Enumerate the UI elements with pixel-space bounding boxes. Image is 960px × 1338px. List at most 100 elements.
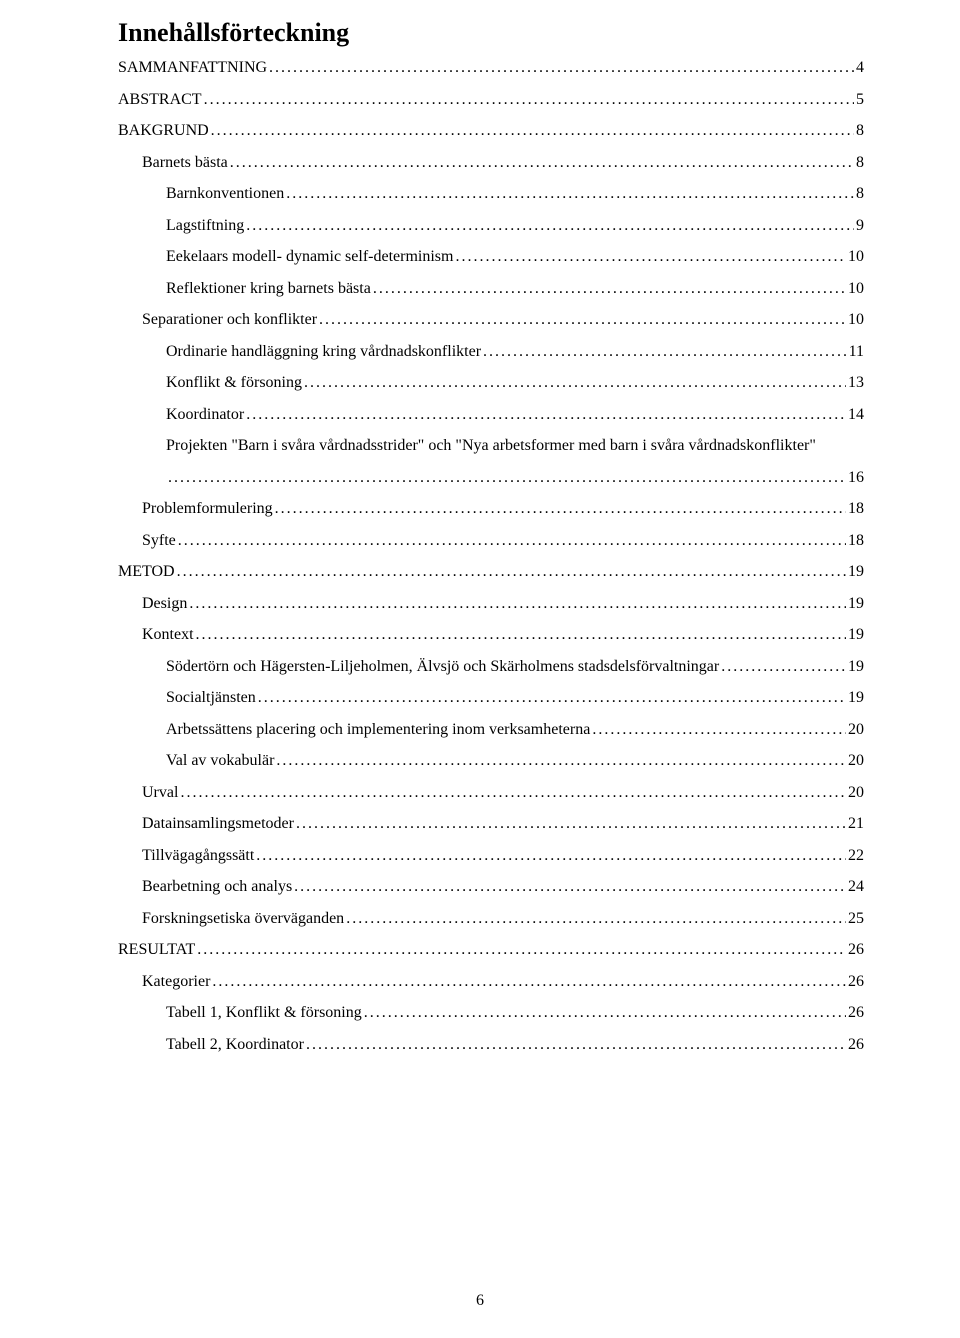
- toc-entry: Koordinator14: [118, 407, 864, 423]
- toc-label: Tabell 1, Konflikt & försoning: [166, 1005, 362, 1021]
- toc-leader-dots: [721, 659, 846, 675]
- toc-page: 5: [856, 92, 864, 108]
- toc-list: SAMMANFATTNING4ABSTRACT5BAKGRUND8Barnets…: [118, 60, 864, 1053]
- toc-leader-dots: [364, 1005, 846, 1021]
- toc-page: 10: [848, 312, 864, 328]
- toc-label: Datainsamlingsmetoder: [142, 816, 294, 832]
- toc-leader-dots: [304, 375, 846, 391]
- toc-entry: Tillvägagångssätt 22: [118, 848, 864, 864]
- toc-leader-dots: [246, 407, 846, 423]
- toc-entry: Konflikt & försoning 13: [118, 375, 864, 391]
- toc-page: 19: [848, 564, 864, 580]
- toc-label: SAMMANFATTNING: [118, 60, 267, 76]
- toc-entry: Projekten "Barn i svåra vårdnadsstrider"…: [118, 438, 864, 486]
- toc-label: Tabell 2, Koordinator: [166, 1037, 304, 1053]
- toc-leader-dots: [306, 1037, 846, 1053]
- toc-leader-dots: [212, 974, 846, 990]
- toc-label: Projekten "Barn i svåra vårdnadsstrider"…: [166, 437, 816, 454]
- toc-page: 22: [848, 848, 864, 864]
- toc-entry: Urval 20: [118, 785, 864, 801]
- toc-page: 9: [856, 218, 864, 234]
- toc-leader-dots: [296, 816, 846, 832]
- toc-leader-dots: [269, 60, 854, 76]
- toc-label: Forskningsetiska överväganden: [142, 911, 344, 927]
- toc-label: Lagstiftning: [166, 218, 244, 234]
- toc-page: 25: [848, 911, 864, 927]
- toc-leader-dots: [455, 249, 846, 265]
- toc-page: 20: [848, 785, 864, 801]
- toc-entry: Lagstiftning 9: [118, 218, 864, 234]
- toc-label: Barnkonventionen: [166, 186, 284, 202]
- toc-leader-dots: [276, 753, 846, 769]
- toc-leader-dots: [246, 218, 854, 234]
- toc-label: Södertörn och Hägersten-Liljeholmen, Älv…: [166, 659, 719, 675]
- toc-label: RESULTAT: [118, 942, 195, 958]
- toc-label: Kategorier: [142, 974, 210, 990]
- toc-entry: Design19: [118, 596, 864, 612]
- toc-leader-dots: [256, 848, 846, 864]
- toc-page: 26: [848, 974, 864, 990]
- toc-leader-dots: [483, 344, 847, 360]
- toc-page: 19: [848, 627, 864, 643]
- toc-leader-dots: [180, 785, 846, 801]
- toc-leader-dots: [204, 92, 854, 108]
- toc-leader-dots: [258, 690, 846, 706]
- toc-entry: Tabell 1, Konflikt & försoning26: [118, 1005, 864, 1021]
- toc-leader-dots: [177, 564, 846, 580]
- toc-entry: BAKGRUND 8: [118, 123, 864, 139]
- toc-entry: Socialtjänsten19: [118, 690, 864, 706]
- toc-label: Bearbetning och analys: [142, 879, 292, 895]
- toc-label: Konflikt & försoning: [166, 375, 302, 391]
- toc-label: Eekelaars modell- dynamic self-determini…: [166, 249, 453, 265]
- toc-page: 10: [848, 281, 864, 297]
- toc-page: 14: [848, 407, 864, 423]
- toc-entry: Datainsamlingsmetoder 21: [118, 816, 864, 832]
- toc-page: 8: [856, 186, 864, 202]
- toc-page: 8: [856, 155, 864, 171]
- toc-leader-dots: [373, 281, 846, 297]
- toc-leader-dots: [189, 596, 846, 612]
- toc-page: 20: [848, 753, 864, 769]
- toc-page: 19: [848, 596, 864, 612]
- toc-page: 26: [848, 942, 864, 958]
- toc-label: Tillvägagångssätt: [142, 848, 254, 864]
- toc-page: 21: [848, 816, 864, 832]
- toc-label: Arbetssättens placering och implementeri…: [166, 722, 590, 738]
- toc-leader-dots: [197, 942, 846, 958]
- toc-label: Syfte: [142, 533, 176, 549]
- toc-entry: Problemformulering18: [118, 501, 864, 517]
- toc-page: 19: [848, 690, 864, 706]
- toc-page: 13: [848, 375, 864, 391]
- toc-leader-dots: [319, 312, 846, 328]
- toc-leader-dots: [275, 501, 846, 517]
- toc-label: Separationer och konflikter: [142, 312, 317, 328]
- toc-label: Barnets bästa: [142, 155, 228, 171]
- toc-leader-dots: [178, 533, 846, 549]
- toc-leader-dots: [286, 186, 854, 202]
- toc-leader-dots: [211, 123, 854, 139]
- toc-entry: Syfte 18: [118, 533, 864, 549]
- toc-leader-dots: [168, 470, 846, 486]
- toc-leader-dots: [230, 155, 854, 171]
- toc-page: 16: [848, 470, 864, 486]
- toc-label: Kontext: [142, 627, 194, 643]
- toc-page: 8: [856, 123, 864, 139]
- toc-entry: Eekelaars modell- dynamic self-determini…: [118, 249, 864, 265]
- toc-entry: Södertörn och Hägersten-Liljeholmen, Älv…: [118, 659, 864, 675]
- toc-page: 4: [856, 60, 864, 76]
- toc-entry: Kontext 19: [118, 627, 864, 643]
- toc-title: Innehållsförteckning: [118, 18, 864, 48]
- toc-label: Urval: [142, 785, 178, 801]
- toc-entry: Arbetssättens placering och implementeri…: [118, 722, 864, 738]
- toc-entry: Ordinarie handläggning kring vårdnadskon…: [118, 344, 864, 360]
- toc-label: METOD: [118, 564, 175, 580]
- toc-entry: Val av vokabulär20: [118, 753, 864, 769]
- toc-page: 18: [848, 533, 864, 549]
- toc-page: 24: [848, 879, 864, 895]
- toc-entry: Separationer och konflikter 10: [118, 312, 864, 328]
- toc-leader-dots: [294, 879, 846, 895]
- toc-label: BAKGRUND: [118, 123, 209, 139]
- toc-label: Ordinarie handläggning kring vårdnadskon…: [166, 344, 481, 360]
- toc-page: 18: [848, 501, 864, 517]
- toc-entry: Barnkonventionen 8: [118, 186, 864, 202]
